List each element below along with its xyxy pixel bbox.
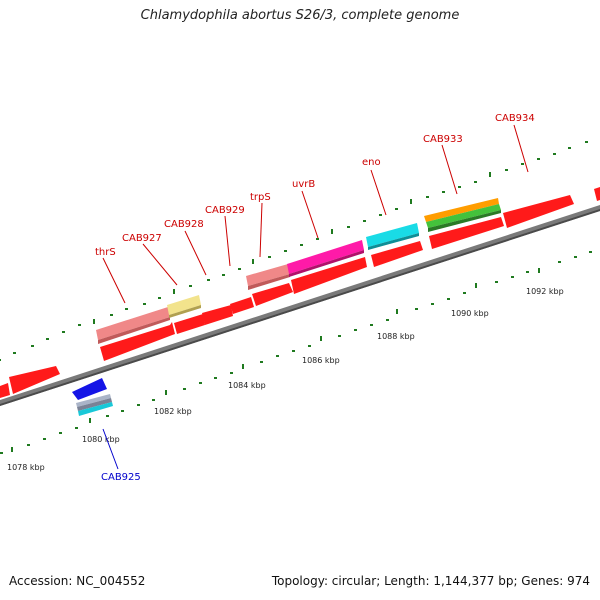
accession-text: Accession: NC_004552: [9, 574, 146, 588]
kbp-label-1078: 1078 kbp: [7, 463, 45, 472]
gene-eno-feature[interactable]: [366, 223, 419, 250]
gene-trpS-feature[interactable]: [246, 264, 290, 290]
gene-label-trpS[interactable]: trpS: [250, 192, 271, 203]
lower-tick-ruler: [0, 251, 592, 454]
gene-label-CAB928[interactable]: CAB928: [164, 219, 204, 230]
gene-label-thrS[interactable]: thrS: [95, 247, 116, 258]
gene-CAB927-feature[interactable]: [167, 295, 201, 318]
map-title: Chlamydophila abortus S26/3, complete ge…: [140, 8, 460, 23]
gene-labels: thrS CAB927 CAB928 CAB929 trpS uvrB eno …: [95, 113, 535, 483]
forward-gene-track: [96, 187, 600, 361]
kbp-label-1082: 1082 kbp: [154, 407, 192, 416]
kbp-label-1092: 1092 kbp: [526, 287, 564, 296]
kbp-label-1090: 1090 kbp: [451, 309, 489, 318]
kbp-label-1084: 1084 kbp: [228, 381, 266, 390]
gene-label-CAB933[interactable]: CAB933: [423, 134, 463, 145]
kbp-label-1088: 1088 kbp: [377, 332, 415, 341]
reverse-gene-track: [0, 366, 113, 416]
upper-tick-ruler: [0, 141, 588, 361]
kbp-label-1080: 1080 kbp: [82, 435, 120, 444]
kbp-label-1086: 1086 kbp: [302, 356, 340, 365]
genome-info-text: Topology: circular; Length: 1,144,377 bp…: [271, 574, 590, 588]
kbp-labels: 1078 kbp 1080 kbp 1082 kbp 1084 kbp 1086…: [7, 287, 564, 472]
forward-red-genes: [100, 187, 600, 361]
gene-label-CAB934[interactable]: CAB934: [495, 113, 535, 124]
gene-label-CAB929[interactable]: CAB929: [205, 205, 245, 216]
gene-CAB925-feature[interactable]: [72, 378, 113, 416]
gene-uvrB-feature[interactable]: [287, 240, 364, 277]
genome-backbone: [0, 205, 600, 406]
gene-label-CAB925[interactable]: CAB925: [101, 472, 141, 483]
reverse-red-genes: [0, 366, 60, 398]
gene-CAB933-feature[interactable]: [424, 198, 501, 232]
gene-label-eno[interactable]: eno: [362, 157, 381, 168]
gene-thrS-feature[interactable]: [96, 307, 170, 344]
gene-label-uvrB[interactable]: uvrB: [292, 179, 315, 190]
label-leader-lines: [102, 124, 529, 470]
gene-label-CAB927[interactable]: CAB927: [122, 233, 162, 244]
